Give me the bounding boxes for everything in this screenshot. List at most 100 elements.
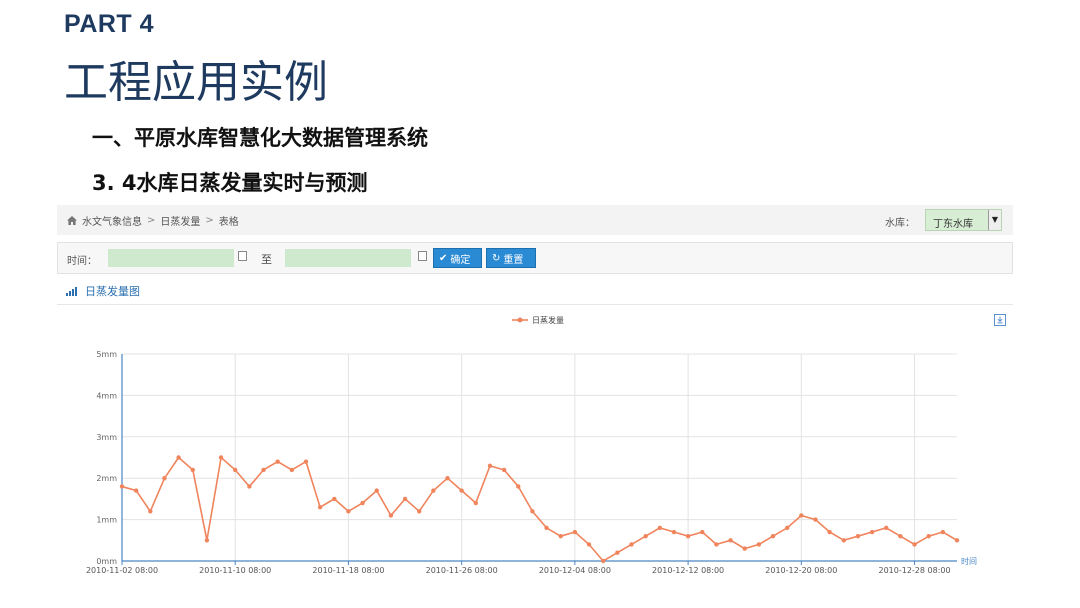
data-point — [346, 509, 351, 514]
data-point — [374, 488, 379, 493]
legend-label: 日蒸发量 — [532, 315, 564, 325]
data-point — [940, 529, 946, 535]
download-icon[interactable] — [994, 314, 1006, 326]
slide-title: 工程应用实例 — [64, 57, 328, 108]
data-point — [176, 455, 181, 460]
y-tick-label: 3mm — [96, 433, 117, 442]
data-point — [813, 517, 818, 522]
data-point — [402, 496, 408, 502]
y-tick-label: 1mm — [96, 516, 117, 525]
data-point — [530, 509, 535, 514]
chevron-down-icon[interactable]: ▼ — [988, 210, 1001, 230]
data-point — [756, 542, 762, 547]
filter-bar: 时间： 至 ✔ 确定 ↻ 重置 — [57, 242, 1013, 274]
data-point — [898, 533, 903, 539]
data-point — [728, 538, 733, 543]
x-axis-label: 时间 — [961, 556, 977, 566]
x-tick-label: 2010-11-26 08:00 — [426, 566, 498, 575]
reset-button[interactable]: ↻ 重置 — [486, 248, 536, 268]
data-point — [431, 488, 436, 493]
legend-marker — [517, 317, 523, 323]
breadcrumb: 水文气象信息 > 日蒸发量 > 表格 — [67, 213, 239, 228]
data-point — [148, 509, 153, 514]
data-point — [926, 533, 931, 539]
y-tick-label: 4mm — [96, 391, 117, 400]
calendar-icon[interactable] — [238, 251, 247, 261]
data-point — [247, 484, 252, 489]
data-point — [629, 542, 634, 547]
data-point — [501, 467, 507, 473]
y-tick-label: 0mm — [96, 557, 117, 566]
data-point — [742, 546, 747, 551]
data-point — [912, 542, 917, 547]
calendar-icon[interactable] — [418, 251, 427, 261]
breadcrumb-item-table[interactable]: 表格 — [218, 217, 239, 228]
x-tick-label: 2010-12-12 08:00 — [652, 566, 724, 575]
data-point — [714, 542, 719, 547]
reservoir-select[interactable]: 丁东水库 ▼ — [925, 209, 1002, 231]
data-point — [445, 476, 450, 481]
time-label: 时间： — [67, 256, 97, 267]
data-point — [487, 463, 493, 468]
check-icon: ✔ — [439, 252, 448, 264]
data-point — [544, 525, 549, 531]
data-point — [954, 538, 960, 543]
y-tick-label: 2mm — [96, 474, 117, 483]
data-point — [827, 529, 832, 535]
data-point — [572, 529, 578, 535]
data-point — [586, 542, 592, 547]
panel-title: 日蒸发量图 — [66, 283, 140, 299]
data-point — [303, 459, 309, 464]
data-point — [516, 484, 521, 489]
data-point — [388, 513, 394, 518]
data-point — [685, 533, 691, 539]
breadcrumb-separator: > — [205, 215, 214, 226]
data-point — [473, 500, 479, 506]
to-label: 至 — [261, 253, 272, 266]
data-point — [289, 467, 295, 473]
section-subtitle: 一、平原水库智慧化大数据管理系统 — [92, 126, 428, 150]
data-point — [657, 525, 662, 531]
refresh-icon: ↻ — [492, 252, 501, 264]
data-point — [190, 467, 195, 473]
reset-button-label: 重置 — [503, 254, 524, 266]
breadcrumb-item-evaporation[interactable]: 日蒸发量 — [160, 217, 201, 228]
confirm-button[interactable]: ✔ 确定 — [433, 248, 482, 268]
data-point — [700, 529, 705, 535]
start-date-input[interactable] — [108, 249, 234, 267]
data-point — [600, 558, 606, 564]
data-point — [671, 529, 677, 535]
data-point — [643, 533, 648, 539]
home-icon[interactable] — [67, 216, 77, 225]
x-tick-label: 2010-11-02 08:00 — [86, 566, 158, 575]
end-date-input[interactable] — [285, 249, 411, 267]
x-tick-label: 2010-11-10 08:00 — [199, 566, 271, 575]
panel-title-text: 日蒸发量图 — [85, 285, 140, 298]
data-point — [558, 533, 563, 539]
data-point — [459, 488, 464, 493]
panel-divider — [57, 304, 1013, 305]
evaporation-chart: 0mm 1mm 2mm 3mm 4mm 5mm 2010-11-02 08:00 2010-1… — [86, 315, 977, 575]
data-point — [275, 459, 280, 464]
data-point — [417, 509, 422, 514]
data-point — [799, 513, 804, 518]
reservoir-selected-value: 丁东水库 — [933, 219, 973, 230]
data-point — [317, 504, 323, 510]
series-line — [121, 455, 958, 563]
breadcrumb-item-hydrology[interactable]: 水文气象信息 — [82, 217, 142, 228]
data-point — [855, 533, 861, 539]
signal-bars-icon — [66, 286, 77, 296]
data-point — [204, 538, 210, 543]
x-tick-label: 2010-12-20 08:00 — [765, 566, 837, 575]
x-tick-label: 2010-12-04 08:00 — [539, 566, 611, 575]
reservoir-label: 水库： — [885, 218, 915, 229]
data-point — [869, 529, 875, 535]
data-point — [162, 476, 167, 481]
data-point — [261, 467, 266, 473]
data-point — [884, 525, 889, 531]
y-tick-label: 5mm — [96, 350, 117, 359]
x-tick-label: 2010-12-28 08:00 — [878, 566, 950, 575]
data-point — [133, 488, 139, 493]
data-point — [770, 533, 776, 539]
data-point — [784, 525, 790, 531]
